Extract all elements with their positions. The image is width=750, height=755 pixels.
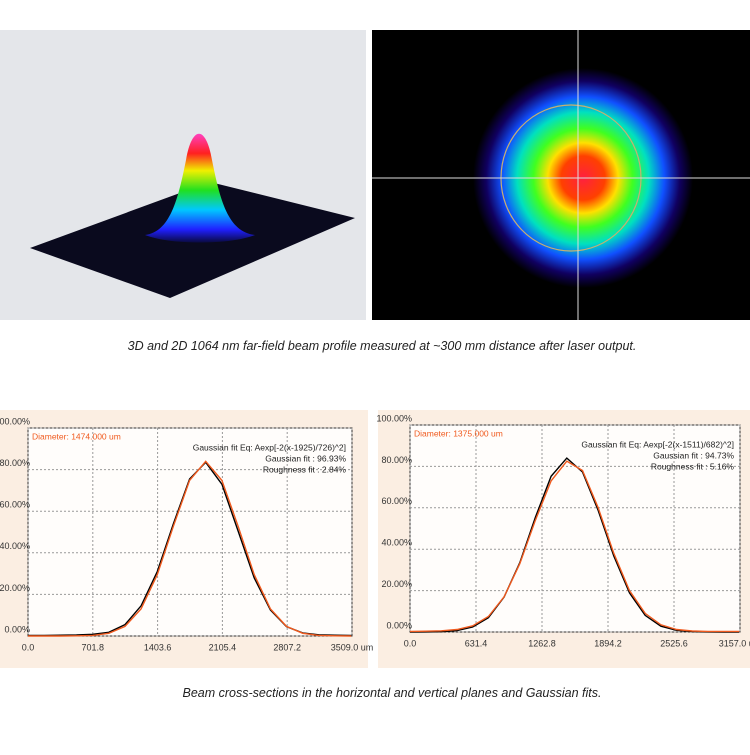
- beam-3d-image: [0, 30, 366, 320]
- caption: 3D and 2D 1064 nm far-field beam profile…: [128, 339, 637, 353]
- beam-2d-image: [372, 30, 750, 320]
- annotation: Gaussian fit : 94.73%: [653, 450, 734, 460]
- annotation: Gaussian fit Eq: Aexp[-2(x-1925)/726)^2]: [193, 442, 346, 452]
- annotation: Gaussian fit Eq: Aexp[-2(x-1511)/682)^2]: [581, 439, 734, 449]
- data-line: [28, 460, 352, 637]
- y-tick-label: 80.00%: [381, 455, 412, 465]
- annotation: Diameter: 1474.000 um: [32, 431, 121, 441]
- x-tick-label: 0.0: [404, 638, 417, 648]
- annotation: Roughness fit : 5.16%: [651, 461, 735, 471]
- caption: Beam cross-sections in the horizontal an…: [183, 686, 602, 700]
- y-tick-label: 20.00%: [0, 583, 30, 593]
- x-tick-label: 2525.6: [660, 638, 688, 648]
- y-tick-label: 60.00%: [0, 500, 30, 510]
- y-tick-label: 20.00%: [381, 579, 412, 589]
- x-tick-label: 701.8: [82, 642, 105, 652]
- y-tick-label: 80.00%: [0, 458, 30, 468]
- x-tick-label: 2807.2: [273, 642, 301, 652]
- annotation: Gaussian fit : 96.93%: [265, 453, 346, 463]
- x-tick-label: 1403.6: [144, 642, 172, 652]
- plot-area: [27, 427, 353, 637]
- data-line: [409, 460, 740, 633]
- y-tick-label: 0.00%: [4, 624, 30, 634]
- plot-area: [409, 424, 741, 633]
- x-tick-label: 1894.2: [594, 638, 622, 648]
- y-tick-label: 60.00%: [381, 496, 412, 506]
- y-tick-label: 0.00%: [386, 620, 412, 630]
- annotation: Diameter: 1375.000 um: [414, 428, 503, 438]
- x-tick-label: 2105.4: [209, 642, 237, 652]
- x-tick-label: 0.0: [22, 642, 35, 652]
- x-tick-label: 3157.0 um: [719, 638, 750, 648]
- x-tick-label: 3509.0 um: [331, 642, 374, 652]
- y-tick-label: 40.00%: [0, 541, 30, 551]
- x-tick-label: 1262.8: [528, 638, 556, 648]
- y-tick-label: 100.00%: [0, 416, 30, 426]
- y-tick-label: 40.00%: [381, 538, 412, 548]
- annotation: Roughness fit : 2.84%: [263, 464, 347, 474]
- x-tick-label: 631.4: [465, 638, 488, 648]
- y-tick-label: 100.00%: [376, 413, 412, 423]
